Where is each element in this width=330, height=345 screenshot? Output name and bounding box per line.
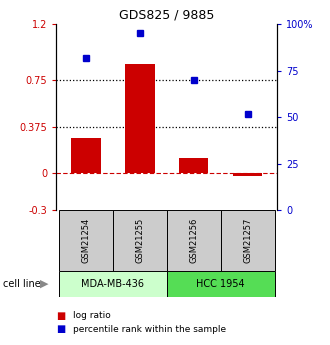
Text: HCC 1954: HCC 1954: [196, 279, 245, 289]
Text: ▶: ▶: [40, 279, 49, 289]
Text: GSM21256: GSM21256: [189, 218, 198, 263]
Text: GSM21254: GSM21254: [81, 218, 90, 263]
Text: GSM21255: GSM21255: [135, 218, 144, 263]
Text: GSM21257: GSM21257: [243, 218, 252, 263]
Bar: [125, 64, 154, 173]
Text: percentile rank within the sample: percentile rank within the sample: [73, 325, 226, 334]
Bar: [59, 210, 113, 271]
Text: cell line: cell line: [3, 279, 41, 289]
Bar: [233, 173, 262, 176]
Bar: [167, 271, 275, 297]
Bar: [59, 271, 167, 297]
Text: ■: ■: [56, 311, 65, 321]
Bar: [167, 210, 220, 271]
Text: log ratio: log ratio: [73, 311, 110, 320]
Title: GDS825 / 9885: GDS825 / 9885: [119, 9, 214, 22]
Bar: [220, 210, 275, 271]
Text: MDA-MB-436: MDA-MB-436: [81, 279, 144, 289]
Bar: [71, 138, 101, 173]
Bar: [179, 158, 209, 173]
Bar: [113, 210, 167, 271]
Text: ■: ■: [56, 325, 65, 334]
